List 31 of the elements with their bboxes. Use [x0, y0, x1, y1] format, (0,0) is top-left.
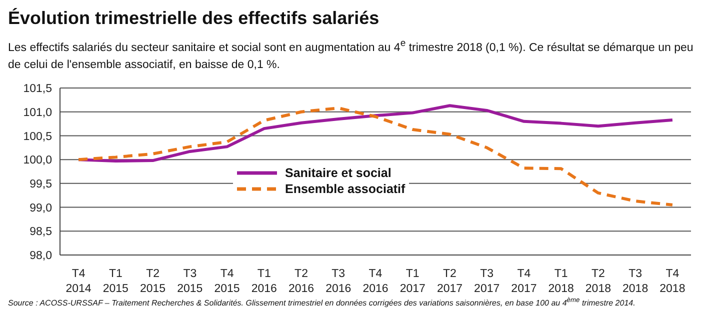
- x-tick-label: T1 2015: [102, 268, 128, 295]
- y-tick-label: 100,5: [23, 130, 52, 143]
- chart-title: Évolution trimestrielle des effectifs salariés: [8, 8, 380, 29]
- x-tick-label: T1 2017: [400, 268, 426, 295]
- x-tick-label: T3 2016: [326, 268, 352, 295]
- legend-label: Sanitaire et social: [285, 166, 392, 180]
- text: Les effectifs salariés du secteur sanitaire et social sont en augmentation au 4$^{e}$ trimestre 2018 (0,1 %). Ce résultat se démarque un peu de celui de l'ensemble associatif, en baisse de 0,1 %.: [8, 38, 694, 71]
- x-tick-label: T3 2017: [474, 268, 500, 295]
- x-tick-label: T4 2016: [362, 268, 388, 295]
- legend-label: Ensemble associatif: [285, 182, 406, 196]
- x-tick-label: T3 2018: [622, 268, 648, 295]
- y-tick-label: 99,0: [30, 202, 52, 214]
- y-tick-label: 101,0: [23, 106, 52, 119]
- source-note: Source : ACOSS-URSSAF – Traitement Recherches & Solidarités. Glissement trimestriel en données corrigées des variations saisonnières, en base 100 au 4$^{ème}$ trimestre 2014.: [8, 296, 636, 308]
- x-tick-label: T2 2018: [585, 268, 612, 295]
- x-tick-label: T4 2015: [214, 268, 240, 295]
- x-tick-label: T3 2015: [177, 268, 203, 295]
- y-tick-label: 98,0: [30, 250, 52, 262]
- y-tick-label: 99,5: [30, 178, 52, 190]
- y-tick-label: 101,5: [23, 82, 52, 95]
- x-tick-label: T4 2014: [66, 268, 92, 295]
- y-tick-label: 100,0: [23, 154, 52, 166]
- x-tick-label: T4 2018: [660, 268, 686, 295]
- x-tick-label: T2 2016: [288, 268, 314, 295]
- x-tick-label: T4 2017: [511, 268, 537, 295]
- x-tick-label: T1 2016: [251, 268, 277, 295]
- x-tick-label: T2 2017: [436, 268, 463, 295]
- x-tick-label: T2 2015: [140, 268, 166, 295]
- y-tick-label: 98,5: [30, 226, 52, 238]
- line-series: [77, 106, 674, 206]
- x-tick-label: T1 2018: [548, 268, 574, 295]
